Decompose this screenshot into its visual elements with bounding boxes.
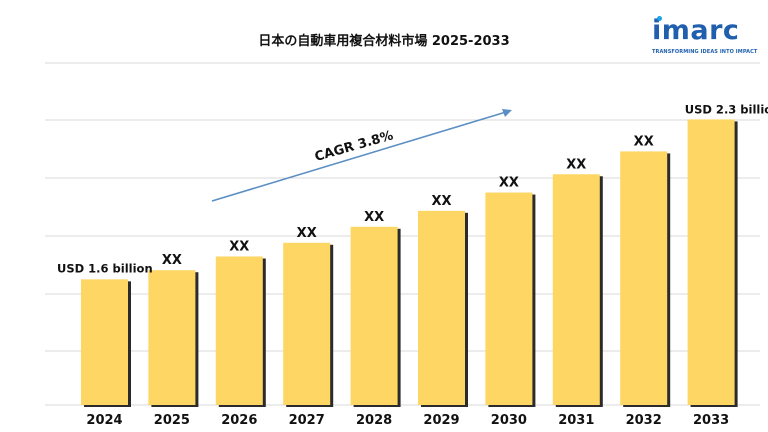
bar-2032 [620,151,668,405]
x-label-2026: 2026 [221,413,257,428]
cagr-arrow [211,111,507,202]
x-label-2025: 2025 [154,413,190,428]
bars [81,119,738,407]
bar-2024 [81,279,128,405]
value-label-2027: XX [297,226,317,241]
value-label-2026: XX [229,240,249,255]
bar-2027 [283,242,331,405]
x-label-2033: 2033 [693,413,729,428]
x-label-2024: 2024 [86,413,122,428]
bar-2033 [687,119,735,405]
value-label-2032: XX [634,134,654,149]
imarc-logo: imarc TRANSFORMING IDEAS INTO IMPACT [652,16,764,62]
bar-2030 [485,192,533,405]
bar-2026 [215,256,263,405]
cagr-arrowhead [502,109,512,117]
bar-2031 [552,174,600,405]
bar-2028 [350,226,398,405]
x-label-2029: 2029 [423,413,459,428]
x-axis-labels: 2024 2025 2026 2027 2028 2029 2030 2031 2032 2033 [86,413,729,428]
value-label-2024: USD 1.6 billion [57,261,153,275]
value-label-2033: USD 2.3 billion [685,102,768,116]
logo-wordmark: imarc [652,15,740,46]
cagr-trend: CAGR 3.8% [211,109,512,202]
value-label-2025: XX [162,253,182,268]
value-label-2029: XX [431,194,451,209]
value-labels: USD 1.6 billion XX XX XX XX XX XX XX XX USD 2.3 b… [57,102,768,275]
x-label-2031: 2031 [558,413,594,428]
bar-2025 [148,270,196,405]
bar-2029 [418,210,465,405]
x-label-2030: 2030 [491,413,527,428]
logo-dot-icon [657,16,662,21]
value-label-2030: XX [499,176,519,191]
value-label-2028: XX [364,210,384,225]
x-label-2032: 2032 [626,413,662,428]
cagr-label: CAGR 3.8% [313,128,395,165]
x-label-2028: 2028 [356,413,392,428]
chart-title: 日本の自動車用複合材料市場 2025-2033 [258,34,510,49]
value-label-2031: XX [566,157,586,172]
logo-tagline: TRANSFORMING IDEAS INTO IMPACT [652,49,758,55]
x-label-2027: 2027 [289,413,325,428]
